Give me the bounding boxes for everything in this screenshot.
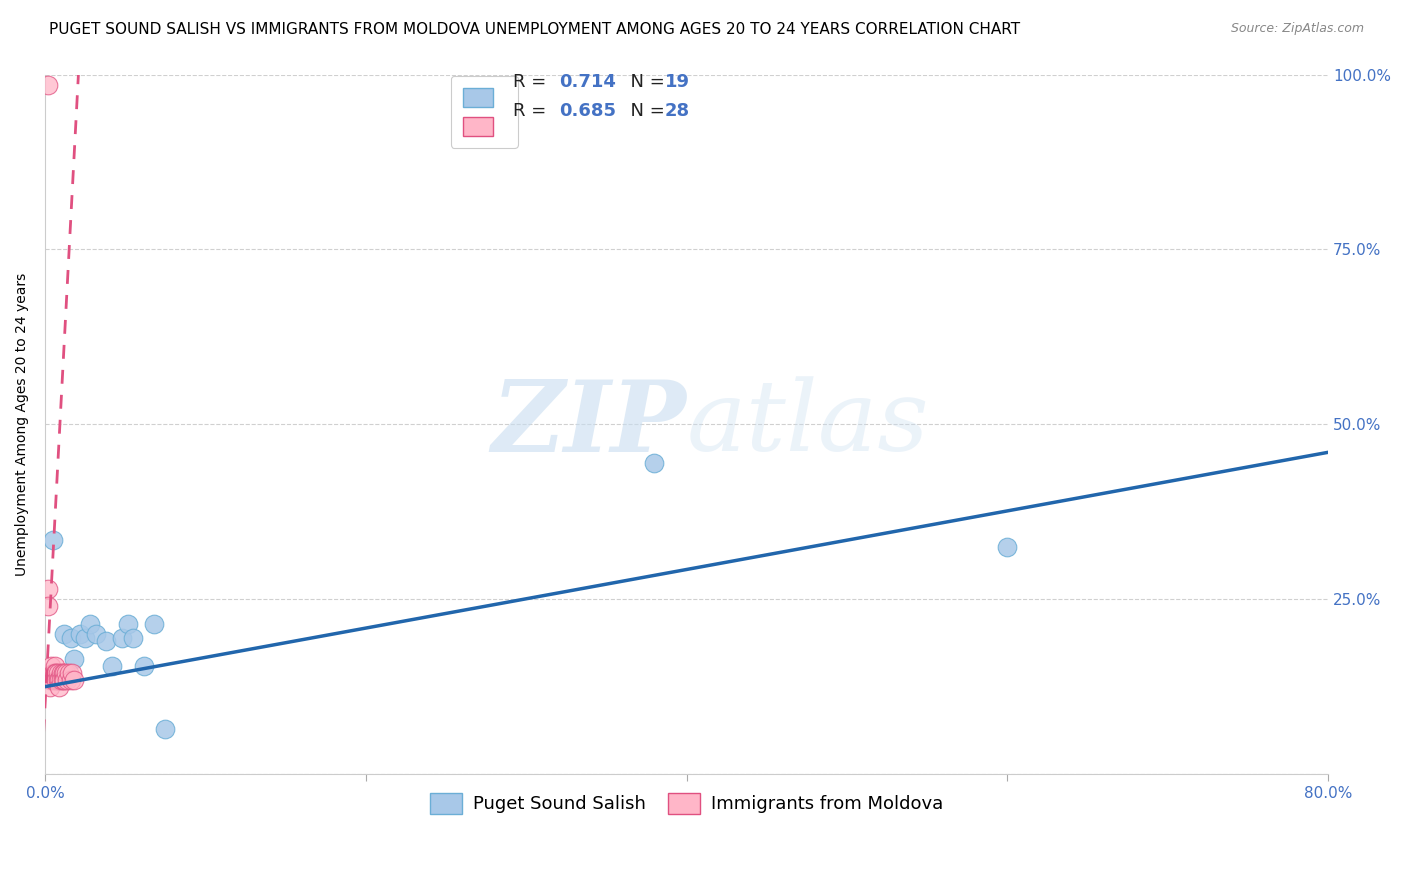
Point	[143, 616, 166, 631]
Point	[995, 540, 1018, 554]
Point	[37, 78, 59, 92]
Text: 19: 19	[665, 73, 690, 91]
Point	[45, 665, 67, 680]
Text: R =: R =	[513, 102, 553, 120]
Point	[46, 665, 69, 680]
Point	[38, 680, 60, 694]
Point	[643, 456, 665, 470]
Point	[46, 673, 69, 687]
Text: 0.714: 0.714	[560, 73, 616, 91]
Text: ZIP: ZIP	[492, 376, 686, 473]
Point	[48, 673, 70, 687]
Point	[59, 631, 82, 645]
Point	[42, 533, 65, 547]
Point	[59, 673, 82, 687]
Point	[49, 665, 72, 680]
Point	[63, 673, 86, 687]
Y-axis label: Unemployment Among Ages 20 to 24 years: Unemployment Among Ages 20 to 24 years	[15, 273, 30, 576]
Point	[38, 673, 60, 687]
Point	[52, 665, 75, 680]
Point	[52, 673, 75, 687]
Point	[42, 665, 65, 680]
Text: 0.685: 0.685	[560, 102, 617, 120]
Text: atlas: atlas	[686, 376, 929, 472]
Point	[75, 631, 97, 645]
Point	[53, 673, 76, 687]
Point	[42, 673, 65, 687]
Point	[45, 673, 67, 687]
Text: N =: N =	[619, 73, 671, 91]
Point	[37, 582, 59, 596]
Point	[122, 631, 145, 645]
Point	[134, 658, 156, 673]
Text: Source: ZipAtlas.com: Source: ZipAtlas.com	[1230, 22, 1364, 36]
Point	[56, 673, 79, 687]
Point	[60, 665, 83, 680]
Point	[44, 658, 66, 673]
Point	[94, 634, 117, 648]
Point	[155, 722, 177, 736]
Point	[55, 665, 77, 680]
Point	[37, 599, 59, 614]
Point	[48, 680, 70, 694]
Point	[111, 631, 134, 645]
Text: PUGET SOUND SALISH VS IMMIGRANTS FROM MOLDOVA UNEMPLOYMENT AMONG AGES 20 TO 24 Y: PUGET SOUND SALISH VS IMMIGRANTS FROM MO…	[49, 22, 1021, 37]
Point	[84, 627, 107, 641]
Text: R =: R =	[513, 73, 553, 91]
Point	[79, 616, 101, 631]
Point	[101, 658, 124, 673]
Legend: Puget Sound Salish, Immigrants from Moldova: Puget Sound Salish, Immigrants from Mold…	[419, 782, 955, 824]
Point	[44, 665, 66, 680]
Point	[117, 616, 139, 631]
Point	[58, 665, 80, 680]
Text: 28: 28	[665, 102, 690, 120]
Point	[49, 673, 72, 687]
Point	[41, 658, 63, 673]
Point	[69, 627, 91, 641]
Point	[53, 627, 76, 641]
Text: N =: N =	[619, 102, 671, 120]
Point	[63, 651, 86, 665]
Point	[46, 673, 69, 687]
Point	[53, 665, 76, 680]
